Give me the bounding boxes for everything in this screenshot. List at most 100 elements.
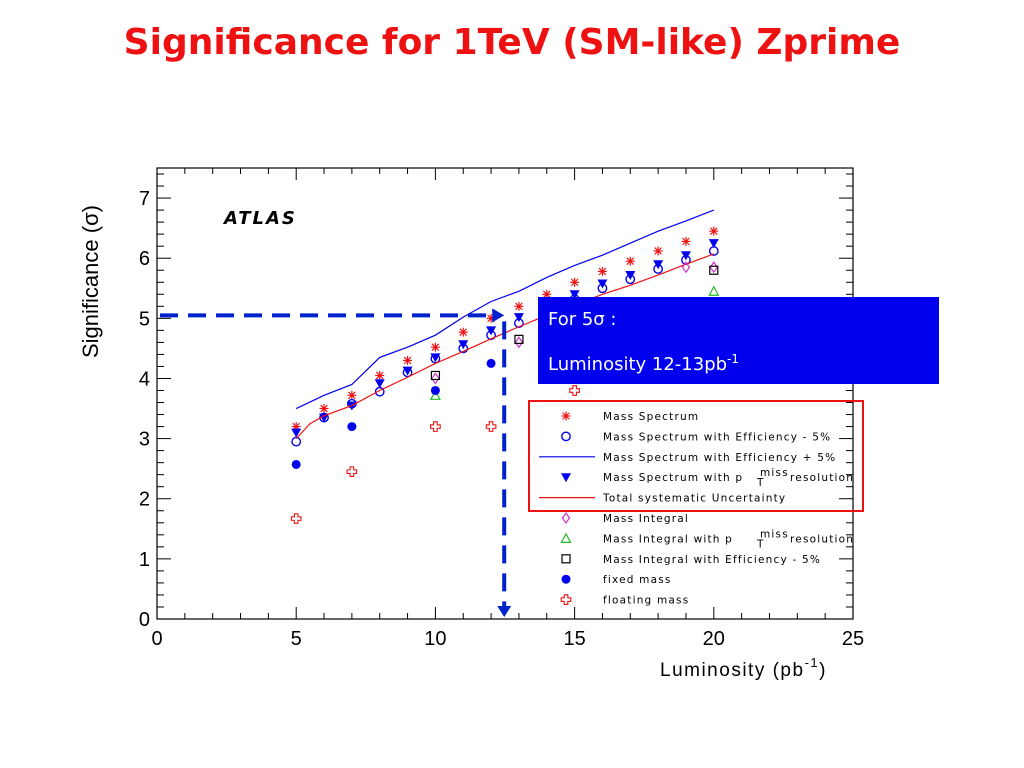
data-point bbox=[430, 385, 440, 395]
data-point bbox=[458, 340, 469, 350]
data-point bbox=[430, 370, 440, 381]
legend-entry-9: floating mass bbox=[560, 594, 689, 607]
callout-line1: For 5σ : bbox=[548, 309, 617, 330]
series-9 bbox=[290, 385, 580, 524]
series-layer bbox=[290, 209, 720, 524]
x-tick-label: 25 bbox=[842, 628, 864, 650]
data-point bbox=[402, 366, 413, 376]
legend-marker bbox=[561, 574, 571, 584]
data-point bbox=[681, 236, 691, 246]
five-sigma-arrow bbox=[160, 308, 512, 617]
data-point bbox=[569, 385, 580, 396]
x-tick-label: 10 bbox=[424, 628, 446, 650]
y-tick-label: 1 bbox=[139, 549, 150, 571]
data-point bbox=[681, 261, 691, 274]
data-point bbox=[291, 459, 301, 469]
data-point bbox=[597, 279, 608, 289]
callout-line2: Luminosity 12-13pb-1 bbox=[548, 352, 739, 375]
series-2 bbox=[295, 209, 715, 410]
data-point bbox=[625, 271, 636, 281]
data-point bbox=[319, 413, 330, 423]
legend-sup: miss bbox=[760, 528, 789, 540]
data-point bbox=[514, 336, 524, 349]
legend-marker bbox=[560, 532, 572, 544]
data-point bbox=[458, 327, 468, 337]
data-point bbox=[653, 260, 664, 270]
series-line bbox=[295, 209, 715, 410]
legend-entry-4: Total systematic Uncertainty bbox=[539, 493, 785, 505]
data-point bbox=[430, 342, 440, 352]
data-point bbox=[625, 256, 635, 266]
data-point bbox=[430, 421, 441, 432]
series-line bbox=[295, 253, 715, 440]
data-point bbox=[708, 285, 720, 296]
data-point bbox=[513, 313, 524, 323]
y-tick-label: 3 bbox=[139, 429, 150, 451]
data-point bbox=[347, 422, 357, 432]
series-5 bbox=[431, 261, 719, 385]
legend-entry-8: fixed mass bbox=[561, 574, 672, 586]
legend-sup: miss bbox=[760, 467, 789, 479]
y-tick-label: 6 bbox=[139, 248, 150, 270]
legend-sub: T bbox=[756, 477, 765, 489]
legend-label: Mass Spectrum bbox=[603, 411, 699, 423]
data-point bbox=[319, 404, 329, 414]
x-tick-label: 15 bbox=[563, 628, 585, 650]
y-axis-label: Significance (σ) bbox=[78, 205, 103, 358]
data-point bbox=[431, 372, 440, 385]
legend-highlight-box bbox=[528, 400, 864, 512]
data-point bbox=[680, 251, 691, 261]
legend-marker bbox=[561, 431, 571, 442]
data-point bbox=[708, 239, 719, 249]
legend-label-end: resolution bbox=[790, 533, 854, 545]
legend-label: Mass Spectrum with Efficiency + 5% bbox=[603, 452, 836, 464]
data-point bbox=[597, 266, 607, 276]
data-point bbox=[403, 355, 413, 365]
series-7 bbox=[430, 265, 719, 381]
five-sigma-callout: For 5σ : Luminosity 12-13pb-1 bbox=[538, 297, 939, 384]
data-point bbox=[290, 513, 302, 524]
legend-label-end: resolution bbox=[790, 472, 854, 484]
legend-label: Mass Integral with p bbox=[603, 533, 733, 545]
legend-entry-7: Mass Integral with Efficiency - 5% bbox=[561, 554, 820, 566]
legend-label: Mass Integral bbox=[603, 513, 689, 525]
data-point bbox=[709, 226, 719, 236]
legend-entry-1: Mass Spectrum with Efficiency - 5% bbox=[561, 431, 831, 443]
data-point bbox=[347, 390, 357, 400]
legend-marker bbox=[560, 594, 572, 605]
data-point bbox=[485, 421, 497, 432]
y-tick-label: 0 bbox=[139, 609, 150, 631]
x-axis-title: Luminosity (pb-1) bbox=[660, 655, 825, 681]
x-axis-label: Luminosity (pb bbox=[660, 660, 805, 681]
arrow-head-down bbox=[497, 606, 512, 617]
data-point bbox=[486, 358, 496, 368]
data-point bbox=[709, 261, 719, 274]
callout-line2-sup: -1 bbox=[727, 352, 740, 366]
x-tick-label: 0 bbox=[151, 628, 162, 650]
data-point bbox=[429, 389, 441, 400]
callout-line2-text: Luminosity 12-13pb bbox=[548, 354, 728, 375]
legend-marker bbox=[561, 473, 571, 483]
data-point bbox=[486, 326, 497, 336]
legend-entry-5: Mass Integral bbox=[561, 511, 689, 525]
legend-marker bbox=[561, 554, 571, 564]
data-point bbox=[430, 353, 441, 363]
legend-label: fixed mass bbox=[603, 574, 672, 586]
data-point bbox=[291, 436, 302, 447]
arrow-head-right bbox=[492, 308, 505, 323]
legend-label: floating mass bbox=[603, 595, 689, 607]
data-point bbox=[569, 290, 580, 300]
x-tick-label: 5 bbox=[291, 628, 302, 650]
series-6 bbox=[429, 285, 720, 400]
legend-entry-0: Mass Spectrum bbox=[561, 411, 699, 423]
series-4 bbox=[295, 253, 715, 440]
legend-label: Mass Spectrum with Efficiency - 5% bbox=[603, 431, 831, 443]
atlas-watermark: ATLAS bbox=[222, 208, 297, 229]
axis-ticks: 0 5 10 15 20 25 0 1 2 3 4 5 6 7 bbox=[139, 168, 864, 650]
y-tick-label: 7 bbox=[139, 188, 150, 210]
data-point bbox=[374, 379, 385, 389]
y-tick-label: 5 bbox=[139, 308, 150, 330]
